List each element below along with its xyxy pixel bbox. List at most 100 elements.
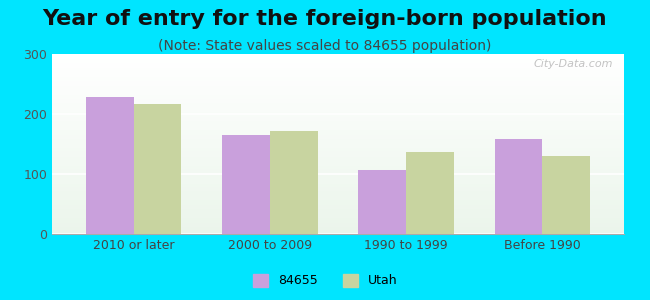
Bar [52,185,624,187]
Bar [52,178,624,180]
Bar [52,221,624,223]
Bar [52,175,624,176]
Bar [52,220,624,221]
Bar [52,54,624,56]
Bar [52,207,624,209]
Bar [52,101,624,103]
Bar [52,139,624,140]
Bar [52,176,624,178]
Bar [52,110,624,112]
Bar [358,170,406,234]
Bar [52,167,624,169]
Bar [52,95,624,97]
Bar [52,162,624,164]
Bar [52,218,624,220]
Bar [52,182,624,184]
Bar [52,149,624,151]
Bar [542,156,590,234]
Bar [222,135,270,234]
Bar [270,131,318,234]
Bar [52,65,624,67]
Bar [52,90,624,92]
Bar [52,58,624,59]
Bar [52,203,624,205]
Bar [52,187,624,189]
Bar [52,200,624,202]
Bar [52,137,624,139]
Bar [52,117,624,119]
Bar [52,133,624,135]
Bar [52,198,624,200]
Bar [52,194,624,196]
Text: Year of entry for the foreign-born population: Year of entry for the foreign-born popul… [43,9,607,29]
Bar [52,115,624,117]
Bar [52,59,624,61]
Bar [52,140,624,142]
Bar [52,76,624,77]
Bar [52,92,624,94]
Bar [52,77,624,79]
Bar [52,119,624,121]
Bar [52,86,624,88]
Bar [52,106,624,108]
Bar [52,113,624,115]
Bar [52,74,624,76]
Text: City-Data.com: City-Data.com [533,59,612,69]
Bar [52,63,624,65]
Bar [52,99,624,101]
Bar [52,227,624,229]
Bar [52,79,624,81]
Bar [52,94,624,95]
Bar [52,108,624,110]
Bar [52,209,624,211]
Bar [52,193,624,194]
Bar [52,67,624,68]
Bar [52,112,624,113]
Bar [52,214,624,216]
Bar [52,135,624,137]
Bar [52,130,624,131]
Bar [52,211,624,212]
Bar [52,146,624,148]
Bar [52,212,624,214]
Bar [52,230,624,232]
Bar [52,205,624,207]
Bar [52,171,624,173]
Bar [52,142,624,144]
Bar [86,97,134,234]
Bar [52,144,624,146]
Bar [52,88,624,90]
Bar [52,56,624,58]
Bar [52,126,624,128]
Bar [52,169,624,171]
Bar [52,122,624,124]
Bar [52,196,624,198]
Bar [52,225,624,227]
Bar [52,148,624,149]
Bar [52,229,624,230]
Bar [52,158,624,160]
Bar [52,97,624,99]
Bar [52,184,624,185]
Bar [52,61,624,63]
Bar [52,104,624,106]
Bar [52,83,624,85]
Bar [406,152,454,234]
Bar [52,153,624,155]
Legend: 84655, Utah: 84655, Utah [246,268,404,294]
Bar [495,139,542,234]
Bar [52,180,624,182]
Bar [52,223,624,225]
Bar [52,216,624,218]
Bar [52,72,624,74]
Bar [52,164,624,166]
Bar [52,202,624,203]
Bar [52,166,624,167]
Bar [52,103,624,104]
Bar [52,155,624,157]
Bar [52,128,624,130]
Bar [52,81,624,83]
Bar [52,160,624,162]
Bar [52,124,624,126]
Bar [52,157,624,158]
